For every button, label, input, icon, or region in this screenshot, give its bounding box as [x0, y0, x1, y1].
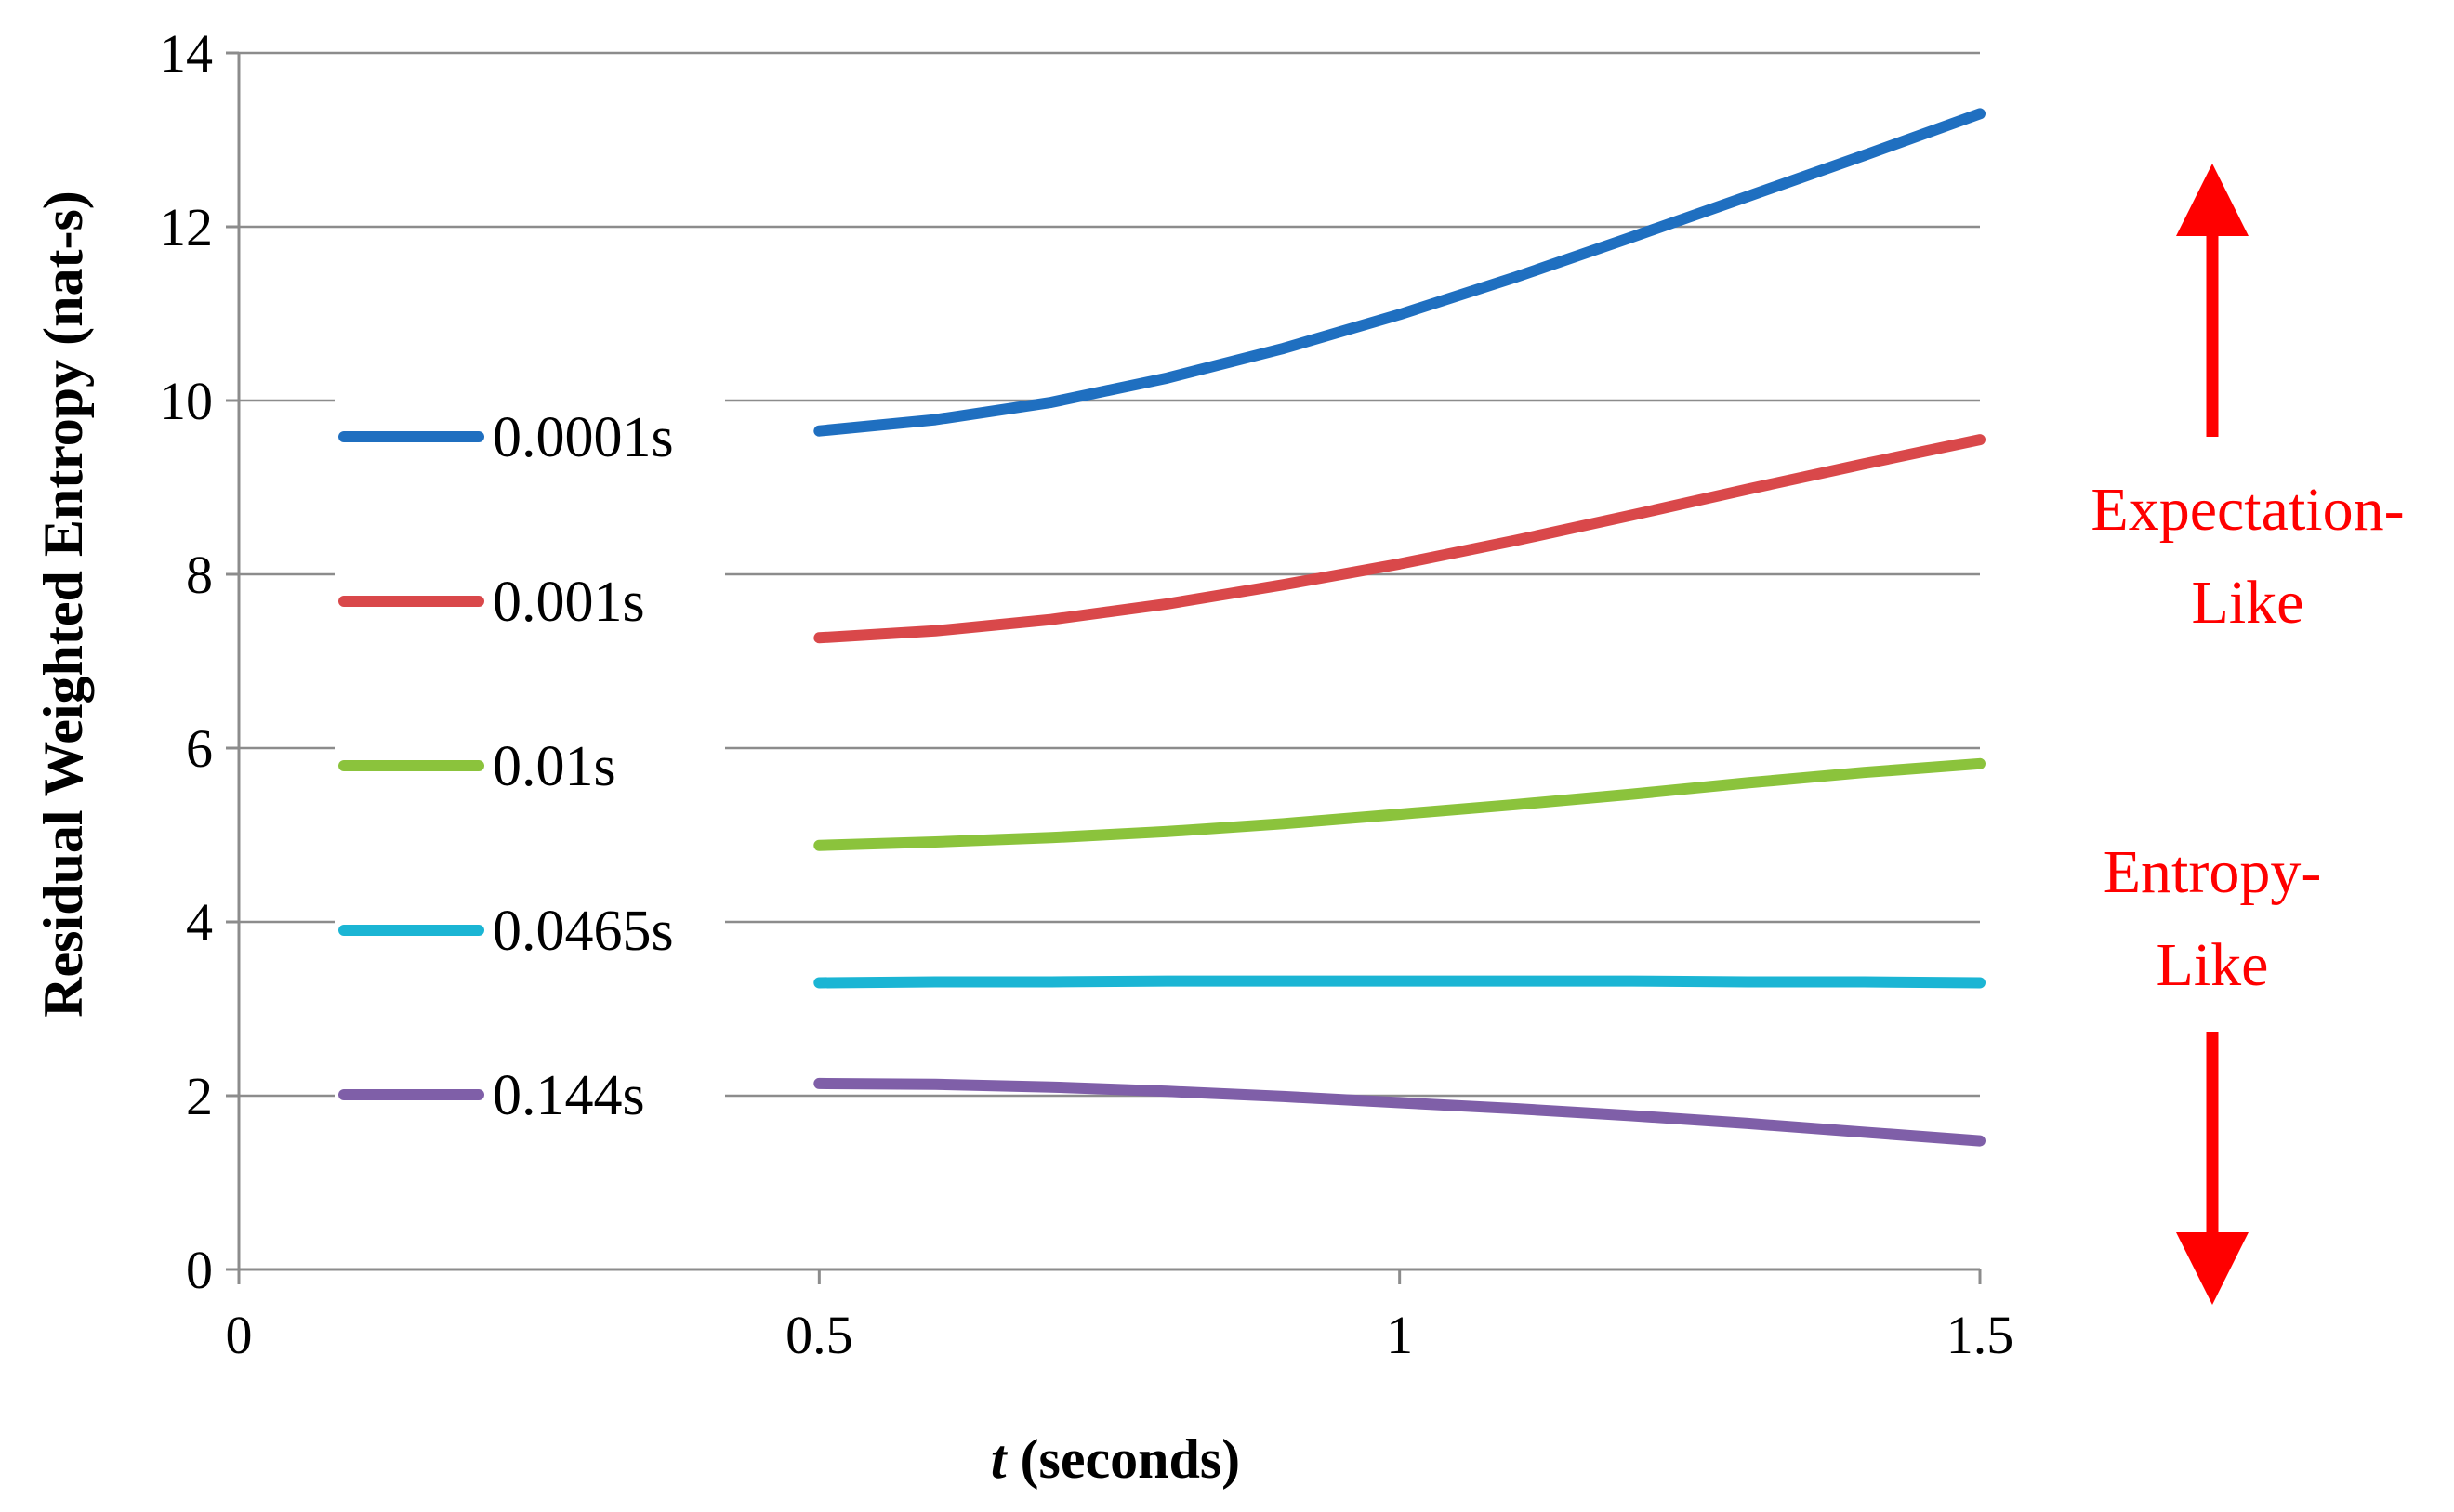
- legend-label-1: 0.001s: [493, 571, 645, 634]
- legend-label-4: 0.144s: [493, 1064, 645, 1127]
- y-axis-title: Residual Weighted Entropy (nat-s): [33, 191, 94, 1018]
- y-tick-label-0: 0: [186, 1240, 213, 1300]
- tick-labels: 0 2 4 6 8 10 12 14 0 0.5 1 1.5: [159, 23, 2013, 1365]
- axes: [226, 51, 1982, 1284]
- y-tick-label-6: 12: [159, 197, 213, 257]
- annotation-upper-line1: Expectation-: [2091, 476, 2404, 544]
- annotation-upper-line2: Like: [2192, 569, 2304, 637]
- y-tick-label-7: 14: [159, 23, 213, 84]
- y-tick-label-4: 8: [186, 545, 213, 605]
- series-line-0.001s: [813, 434, 1986, 644]
- y-tick-label-1: 2: [186, 1066, 213, 1126]
- series-line-0.0001s: [813, 108, 1986, 437]
- x-axis-title-rest: (seconds): [1007, 1428, 1241, 1490]
- annotation-entropy-like: Entropy- Like: [2104, 838, 2322, 1305]
- legend-label-0: 0.0001s: [493, 406, 674, 469]
- x-axis-title: t (seconds): [991, 1428, 1240, 1490]
- series-line-0.144s: [813, 1077, 1986, 1147]
- legend-label-3: 0.0465s: [493, 900, 674, 963]
- series-line-0.0465s: [813, 975, 1986, 989]
- y-tick-label-2: 4: [186, 892, 213, 953]
- x-tick-label-2: 1: [1386, 1305, 1413, 1365]
- legend: 0.0001s 0.001s 0.01s 0.0465s 0.144s: [335, 390, 725, 1134]
- annotation-lower-line1: Entropy-: [2104, 838, 2322, 906]
- x-tick-label-3: 1.5: [1946, 1305, 2014, 1365]
- annotation-expectation-like: Expectation- Like: [2091, 164, 2405, 637]
- x-tick-label-0: 0: [226, 1305, 253, 1365]
- annotation-lower-line2: Like: [2157, 931, 2269, 999]
- series-lines: [813, 108, 1986, 1147]
- y-tick-label-5: 10: [159, 371, 213, 431]
- x-axis-title-italic: t: [991, 1428, 1009, 1490]
- y-tick-label-3: 6: [186, 718, 213, 779]
- legend-label-2: 0.01s: [493, 735, 616, 798]
- series-line-0.01s: [813, 757, 1986, 851]
- x-tick-label-1: 0.5: [785, 1305, 853, 1365]
